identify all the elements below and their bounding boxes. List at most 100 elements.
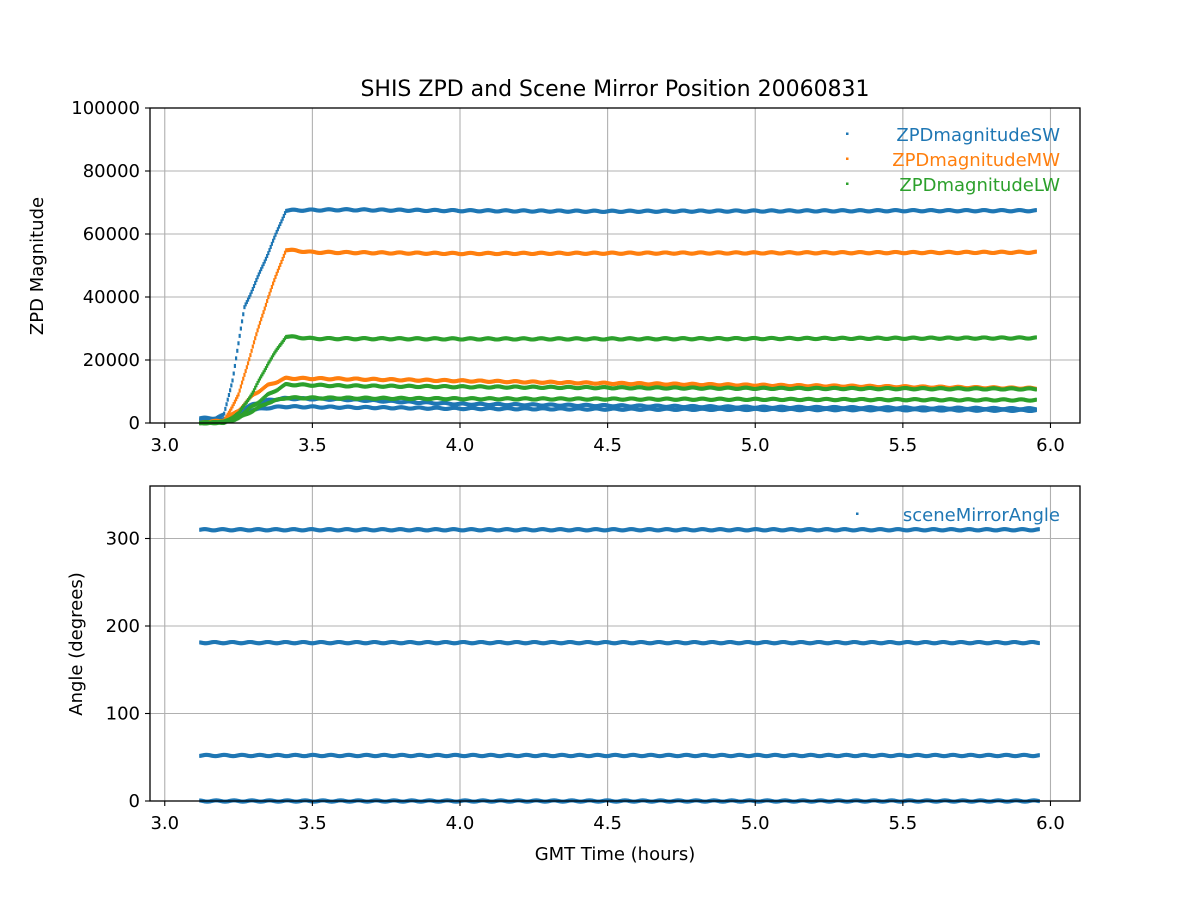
data-point [275,229,278,234]
data-point [409,383,412,388]
data-point [713,382,716,387]
data-point [329,207,332,212]
data-point [655,337,658,342]
data-point [997,335,1000,340]
data-point [714,407,718,412]
data-point [398,207,401,212]
data-point [552,407,555,412]
data-point [649,406,652,411]
data-point [818,250,821,255]
data-point [492,402,496,407]
data-point [632,251,635,256]
data-point [760,337,763,342]
data-point [292,404,295,409]
data-point [480,209,484,214]
data-point [854,208,857,213]
data-point [466,406,469,411]
data-point [578,385,581,390]
data-point [733,250,737,255]
data-point [798,408,801,413]
data-point [756,407,759,412]
data-point [618,209,621,214]
data-point [714,405,718,410]
data-point [344,398,348,403]
data-point [671,381,675,386]
data-point [744,385,747,390]
data-point [532,379,535,384]
data-point [381,250,385,255]
data-point [417,250,420,255]
data-point [1008,386,1011,391]
data-point [329,336,332,341]
data-point [439,401,442,406]
data-point [562,406,565,411]
data-point [562,251,565,256]
data-point [277,224,281,229]
data-point [873,208,876,213]
data-point [605,385,608,390]
data-point [587,380,590,385]
data-point [513,379,516,384]
data-point [1013,208,1016,213]
data-point [465,378,468,383]
data-point [856,384,860,389]
data-point [446,401,449,406]
data-point [583,407,586,412]
data-point [834,408,837,413]
data-point [640,381,644,386]
data-point [947,208,950,213]
data-point [1026,408,1029,413]
data-point [392,251,395,256]
data-point [675,407,678,412]
data-point [690,385,694,390]
data-point [424,209,427,214]
data-point [350,250,353,255]
data-point [455,208,459,213]
data-point [513,402,516,407]
data-point [348,207,351,212]
data-point [1000,249,1003,254]
data-point [927,407,930,412]
data-point [436,401,439,406]
data-point [965,249,968,254]
data-point [669,251,672,256]
data-point [905,336,909,341]
data-point [519,336,522,341]
data-point [511,379,515,384]
data-point [378,207,381,212]
data-point [687,209,690,214]
data-point [577,403,580,408]
data-point [461,384,464,389]
data-point [815,337,818,342]
data-point [496,378,499,383]
data-point [542,403,546,408]
data-point [816,404,819,409]
data-point [559,381,562,386]
data-point [248,396,251,401]
data-point [392,377,395,382]
data-point [498,407,501,412]
data-point [525,385,528,390]
data-point [270,284,274,289]
data-point [627,250,630,255]
data-point [1013,386,1016,391]
data-point [502,385,505,390]
data-point [911,249,914,254]
data-point [505,250,509,255]
data-point [616,337,620,342]
data-point [445,384,448,389]
data-point [318,250,321,255]
data-point [785,405,788,410]
data-point [295,376,299,381]
data-point [416,385,419,390]
data-point [667,406,670,411]
data-point [770,335,774,340]
data-point [821,384,824,389]
data-point [792,208,795,213]
data-point [754,208,757,213]
data-point [479,384,482,389]
data-point [704,336,707,341]
data-point [945,387,948,392]
data-point [848,209,851,214]
data-point [503,250,506,255]
